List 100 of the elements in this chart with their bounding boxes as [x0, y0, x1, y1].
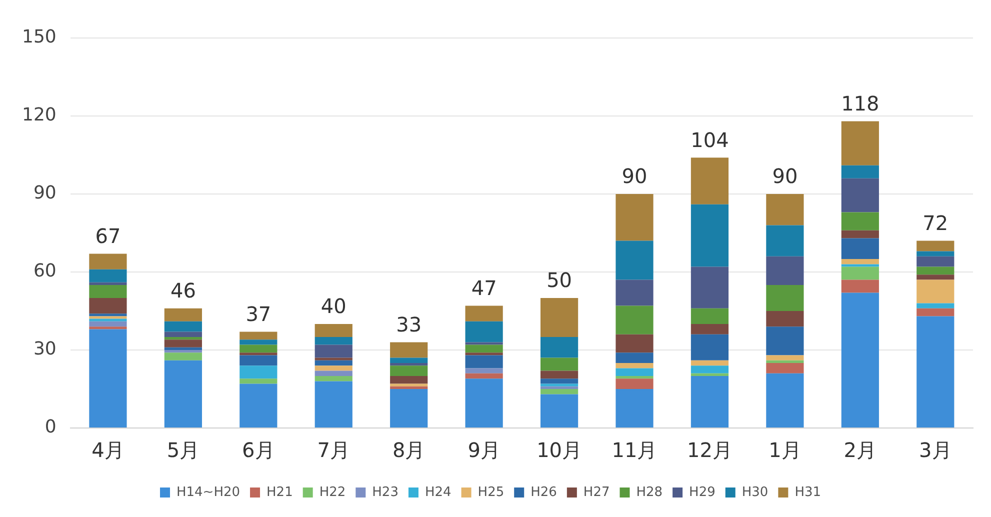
bar — [89, 316, 127, 319]
bar — [240, 378, 278, 384]
legend-label: H31 — [794, 484, 822, 500]
x-tick-label: 4月 — [92, 438, 124, 462]
total-label: 37 — [246, 302, 272, 326]
total-label: 50 — [546, 268, 572, 292]
x-tick-label: 10月 — [536, 438, 582, 462]
x-tick-label: 11月 — [612, 438, 658, 462]
bar — [766, 373, 804, 428]
bar — [390, 384, 428, 386]
bar — [465, 306, 503, 322]
bar — [916, 240, 954, 252]
bar — [841, 230, 879, 238]
bar — [616, 194, 654, 241]
bar — [540, 298, 578, 337]
bar — [390, 389, 428, 428]
y-tick-label: 30 — [33, 338, 56, 360]
bar — [540, 358, 578, 371]
total-label: 40 — [320, 294, 346, 318]
bar — [766, 326, 804, 356]
bar — [164, 321, 202, 332]
x-tick-label: 9月 — [468, 438, 500, 462]
legend-label: H21 — [266, 484, 293, 500]
legend-label: H14~H20 — [176, 484, 240, 500]
bar — [89, 329, 127, 428]
bar — [766, 194, 804, 226]
bar — [916, 274, 954, 280]
total-label: 118 — [841, 91, 880, 116]
bar — [164, 350, 202, 353]
bar — [240, 332, 278, 340]
bar — [164, 360, 202, 428]
bar — [89, 285, 127, 298]
total-label: 47 — [471, 276, 497, 300]
y-tick-label: 120 — [22, 104, 56, 126]
bar — [766, 360, 804, 363]
bar — [240, 366, 278, 379]
bar — [616, 376, 654, 379]
bar — [240, 352, 278, 356]
y-tick-label: 150 — [22, 26, 56, 48]
bar — [616, 334, 654, 353]
x-tick-label: 6月 — [242, 438, 275, 462]
bar — [766, 256, 804, 285]
bar — [616, 352, 654, 363]
bar — [390, 376, 428, 384]
bar — [616, 306, 654, 334]
total-label: 46 — [170, 278, 196, 303]
bar — [841, 266, 879, 280]
legend-label: H27 — [583, 484, 610, 500]
bar — [540, 337, 578, 358]
bar — [465, 355, 503, 368]
bar — [465, 352, 503, 356]
total-label: 90 — [772, 164, 798, 188]
bar — [89, 318, 127, 322]
bar — [841, 165, 879, 178]
bar — [841, 238, 879, 259]
bar — [616, 368, 654, 376]
bar — [390, 366, 428, 376]
bar — [89, 282, 127, 285]
bar — [616, 378, 654, 389]
x-tick-label: 12月 — [687, 438, 732, 462]
bar — [766, 225, 804, 256]
bar — [540, 384, 578, 386]
bar — [841, 280, 879, 293]
bar — [540, 386, 578, 389]
bar — [314, 324, 352, 337]
bar — [616, 240, 654, 280]
bar — [314, 337, 352, 345]
x-tick-label: 2月 — [844, 438, 877, 462]
legend-label: H22 — [319, 484, 346, 500]
bar — [916, 303, 954, 308]
x-tick-label: 7月 — [317, 438, 350, 462]
bar — [89, 314, 127, 316]
bar — [916, 256, 954, 267]
total-label: 33 — [396, 312, 422, 336]
bar — [465, 373, 503, 379]
bar — [164, 337, 202, 340]
total-label: 72 — [922, 211, 948, 236]
bar — [164, 352, 202, 360]
bar — [841, 212, 879, 230]
bar — [314, 370, 352, 376]
bar — [841, 178, 879, 212]
bar — [690, 334, 729, 360]
bar — [164, 340, 202, 348]
legend-label: H29 — [689, 484, 716, 500]
bar — [314, 360, 352, 366]
legend-label: H23 — [372, 484, 398, 500]
bar — [690, 376, 729, 428]
bar — [616, 389, 654, 428]
bar — [89, 326, 127, 330]
bar — [465, 368, 503, 374]
y-tick-label: 90 — [33, 182, 56, 204]
total-label: 104 — [690, 128, 729, 152]
bar — [766, 311, 804, 327]
bar — [540, 370, 578, 379]
bar — [390, 386, 428, 389]
bar — [89, 321, 127, 327]
total-label: 67 — [95, 224, 121, 248]
bar — [240, 355, 278, 366]
bar — [766, 285, 804, 311]
bar — [916, 251, 954, 256]
